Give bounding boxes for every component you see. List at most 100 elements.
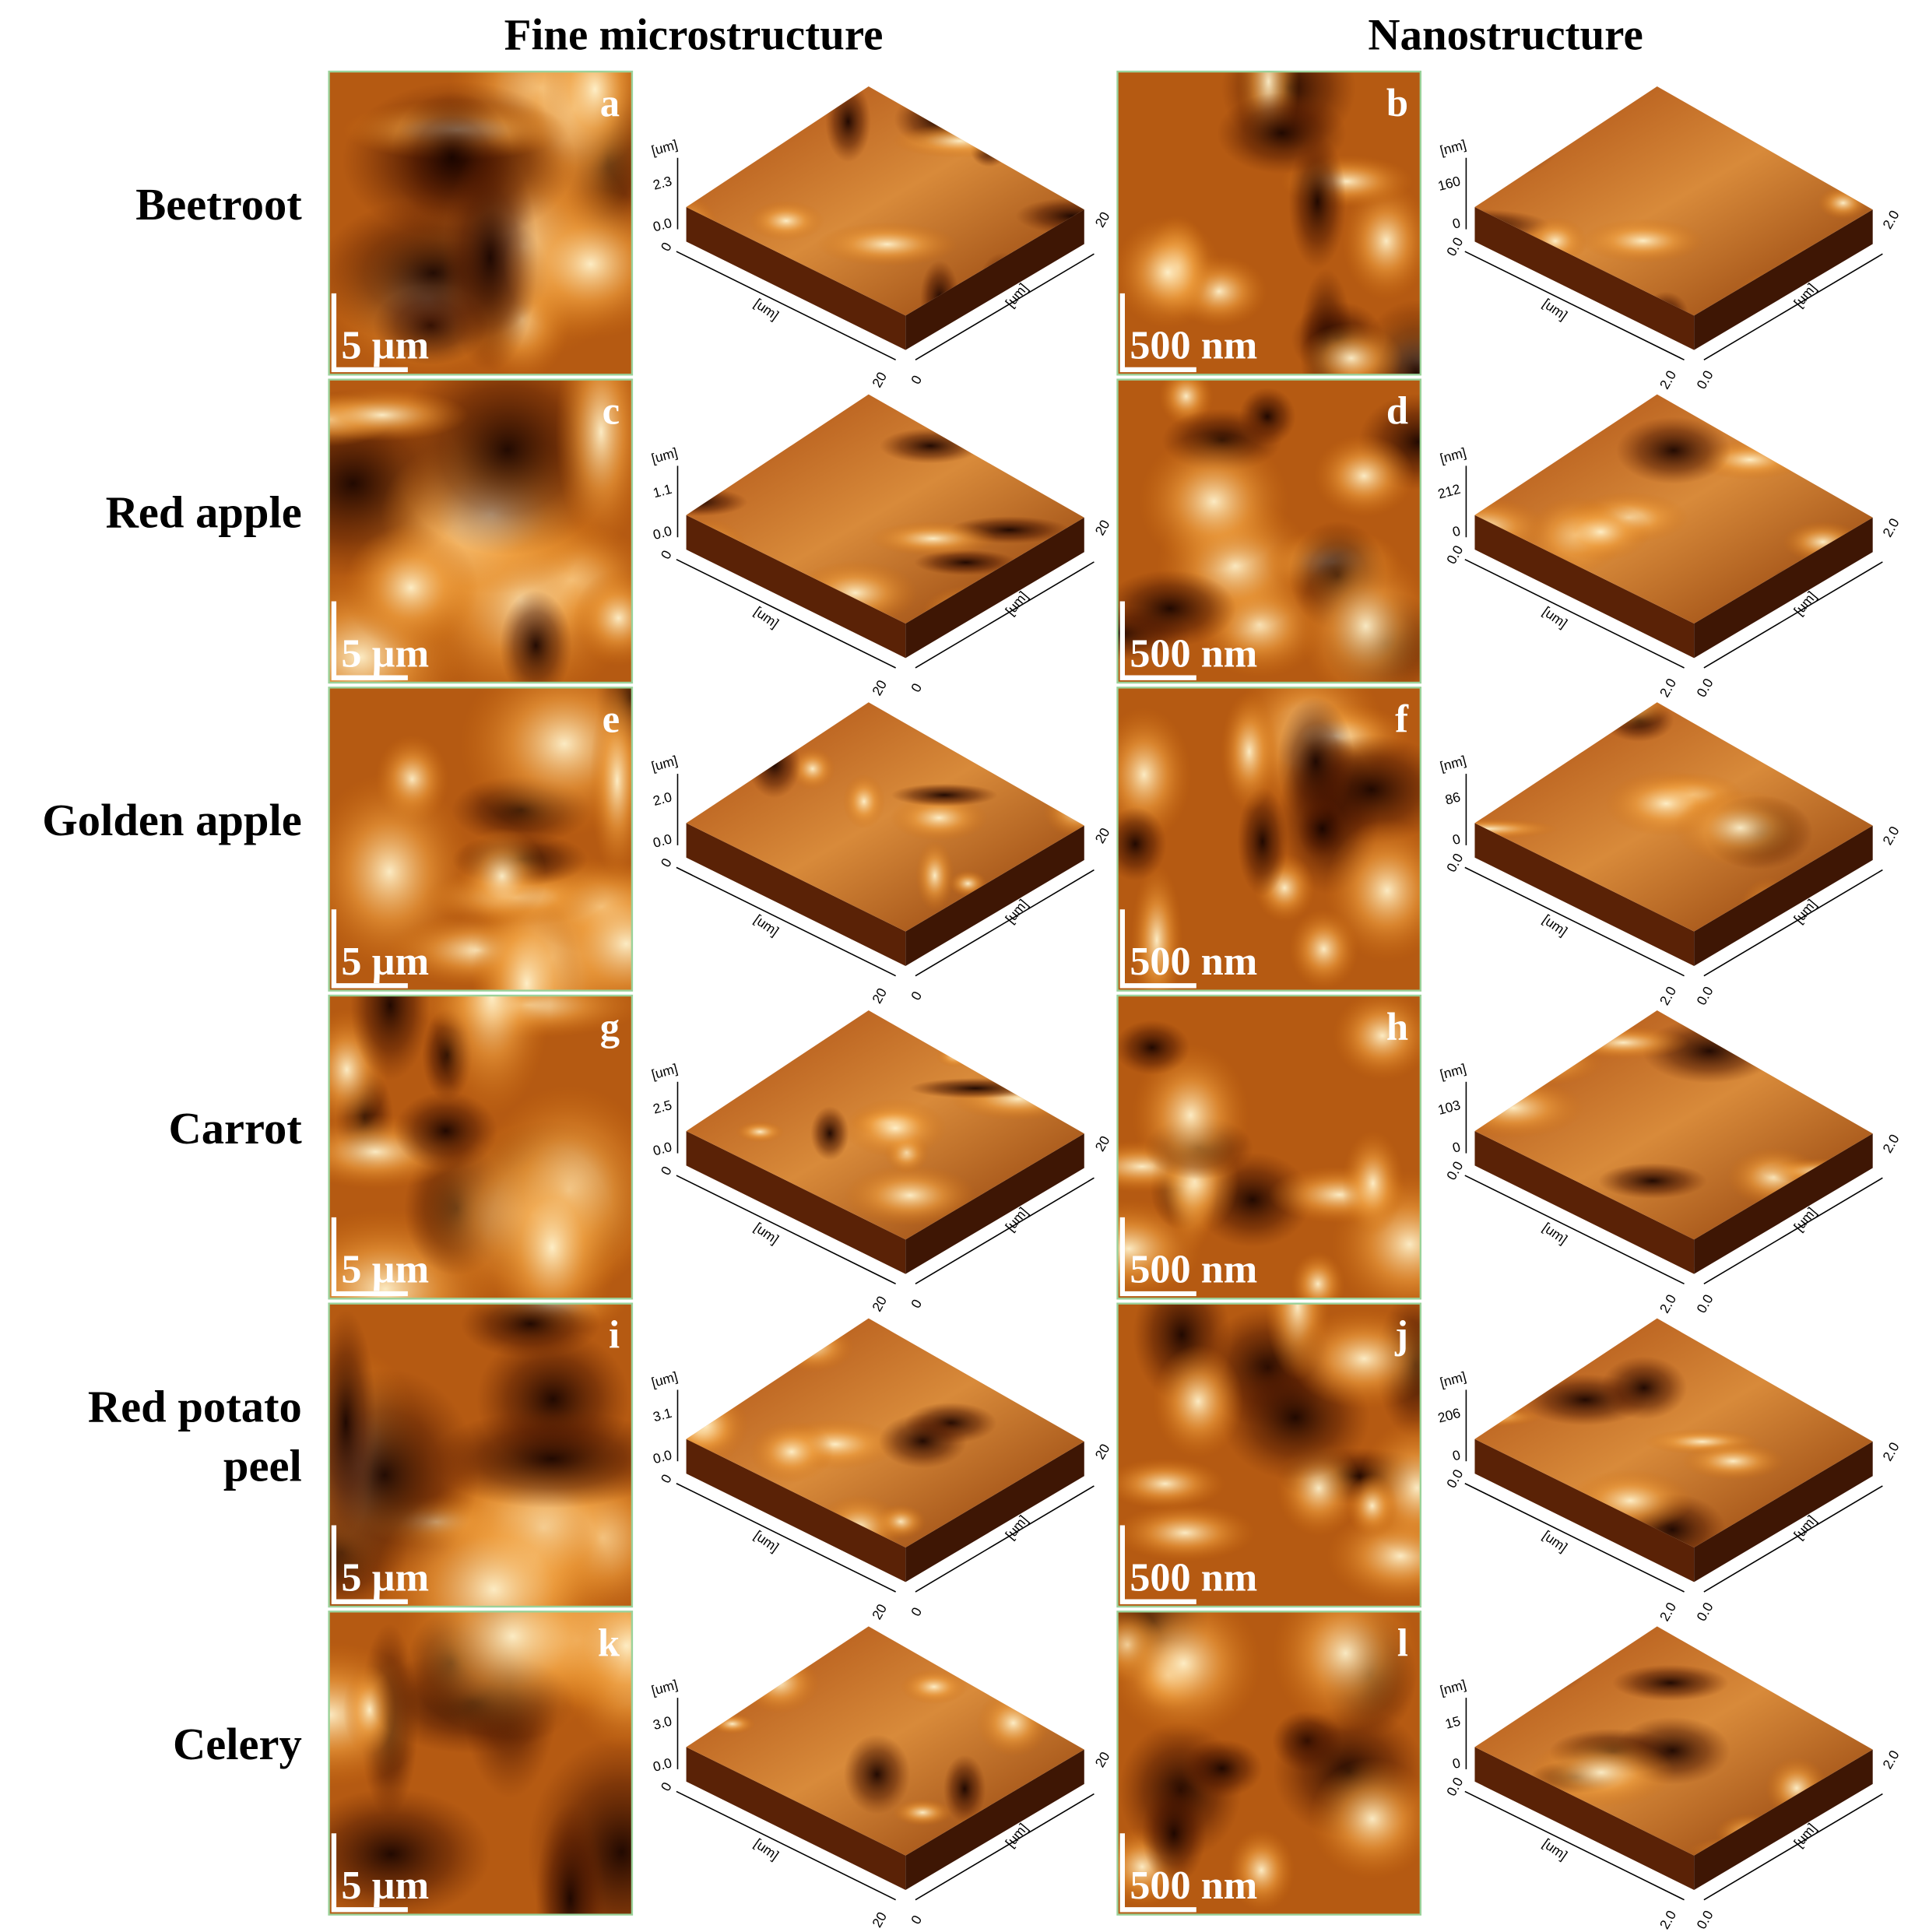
origin-label: 0 <box>658 1779 675 1793</box>
scale-bar <box>331 1833 408 1913</box>
image-frame <box>1116 687 1422 992</box>
axis-line <box>1464 1483 1685 1593</box>
relief-blob <box>1738 1010 1857 1033</box>
image-blob <box>329 1789 491 1915</box>
afm-image <box>1117 995 1421 1299</box>
y-start: 0 <box>908 1604 925 1618</box>
relief-blob <box>1474 1077 1584 1139</box>
z-unit: [um] <box>650 136 680 158</box>
image-frame <box>328 687 634 992</box>
relief-blob <box>1837 1678 1873 1728</box>
image-blob <box>458 827 546 925</box>
image-blob <box>1228 1828 1295 1912</box>
relief-blob <box>844 1098 947 1158</box>
surface-side <box>1474 1438 1695 1582</box>
axis-line <box>676 866 896 977</box>
z-unit: [nm] <box>1439 136 1468 158</box>
relief-blob <box>1527 1737 1675 1808</box>
z-max: 206 <box>1436 1405 1462 1426</box>
z-unit: [nm] <box>1439 1368 1468 1390</box>
column-header: Nanostructure <box>1368 10 1643 59</box>
x-end: 2.0 <box>1657 676 1679 700</box>
relief-blob <box>747 731 801 799</box>
image-blob <box>1141 1782 1207 1885</box>
scale-bar-label: 5 µm <box>341 1247 429 1292</box>
relief-blob <box>914 549 1017 576</box>
z-min: 0 <box>1451 1755 1463 1772</box>
origin-label: 0.0 <box>1443 1467 1466 1491</box>
afm-image <box>329 379 632 683</box>
axis-line <box>915 253 1095 360</box>
y-start: 0.0 <box>1693 1291 1716 1316</box>
z-min: 0.0 <box>652 1755 674 1775</box>
y-end: 2.0 <box>1879 1748 1902 1772</box>
relief-blob <box>1550 502 1651 562</box>
x-end: 2.0 <box>1657 984 1679 1008</box>
y-start: 0.0 <box>1693 367 1716 392</box>
z-unit: [um] <box>650 444 680 466</box>
image-frame <box>328 70 634 376</box>
relief-blob <box>686 1626 733 1672</box>
y-end: 20 <box>1092 825 1113 846</box>
axis-line <box>1464 1175 1685 1285</box>
relief-blob <box>1509 86 1576 135</box>
row-label: Golden apple <box>42 795 301 845</box>
relief-blob <box>1674 789 1807 866</box>
surface-side <box>905 1133 1084 1274</box>
image-blob <box>429 1409 632 1509</box>
relief-blob <box>936 1045 975 1068</box>
image-blob <box>1313 434 1414 518</box>
relief-blob <box>890 794 988 841</box>
surface-side <box>1694 209 1873 350</box>
x-unit: [um] <box>751 1219 782 1247</box>
x-end: 2.0 <box>1657 367 1679 392</box>
z-min: 0.0 <box>652 1447 674 1467</box>
surface-side <box>686 515 906 659</box>
row-label: Celery <box>173 1719 302 1769</box>
afm-image <box>1117 687 1421 991</box>
axis-line <box>915 1485 1095 1593</box>
relief-blob <box>1795 1319 1873 1364</box>
panel-letter: g <box>600 1005 620 1049</box>
z-min: 0 <box>1451 1447 1463 1464</box>
origin-label: 0.0 <box>1443 851 1466 875</box>
scale-bar <box>331 1525 408 1604</box>
surface-side <box>686 1438 906 1582</box>
relief-blob <box>1015 198 1084 234</box>
z-min: 0 <box>1451 215 1463 232</box>
image-blob <box>394 1091 498 1171</box>
z-min: 0 <box>1451 831 1463 848</box>
image-frame <box>1116 994 1422 1300</box>
relief-blob <box>869 521 997 557</box>
relief-blob <box>1818 186 1869 220</box>
image-blob <box>1117 216 1221 328</box>
relief-blob <box>817 222 958 267</box>
scale-bar-label: 500 nm <box>1130 1863 1257 1908</box>
axis-line <box>1464 1790 1685 1901</box>
axis-line <box>676 559 896 669</box>
z-max: 3.0 <box>652 1712 674 1733</box>
x-end: 20 <box>869 677 890 698</box>
axis-line <box>1703 561 1883 669</box>
z-min: 0.0 <box>652 831 674 851</box>
z-max: 2.0 <box>652 789 674 809</box>
x-unit: [um] <box>1540 1527 1570 1555</box>
scale-bar-label: 500 nm <box>1130 1554 1257 1600</box>
surface-top <box>1474 86 1873 316</box>
axis-line <box>1464 866 1685 977</box>
y-start: 0 <box>908 1913 925 1927</box>
image-blob <box>442 143 538 372</box>
z-unit: [um] <box>650 1677 680 1698</box>
surface-side <box>686 1747 906 1891</box>
scale-bar-label: 5 µm <box>341 1554 429 1600</box>
relief-blob <box>686 877 722 912</box>
panel-letter: c <box>603 389 620 433</box>
image-blob <box>573 570 632 666</box>
surface-side <box>1694 517 1873 659</box>
origin-label: 0 <box>658 240 675 254</box>
surface-side <box>1694 1133 1873 1274</box>
image-blob <box>1221 691 1278 812</box>
image-blob <box>1139 432 1289 571</box>
image-blob <box>1288 134 1347 269</box>
image-blob <box>1341 1130 1404 1236</box>
